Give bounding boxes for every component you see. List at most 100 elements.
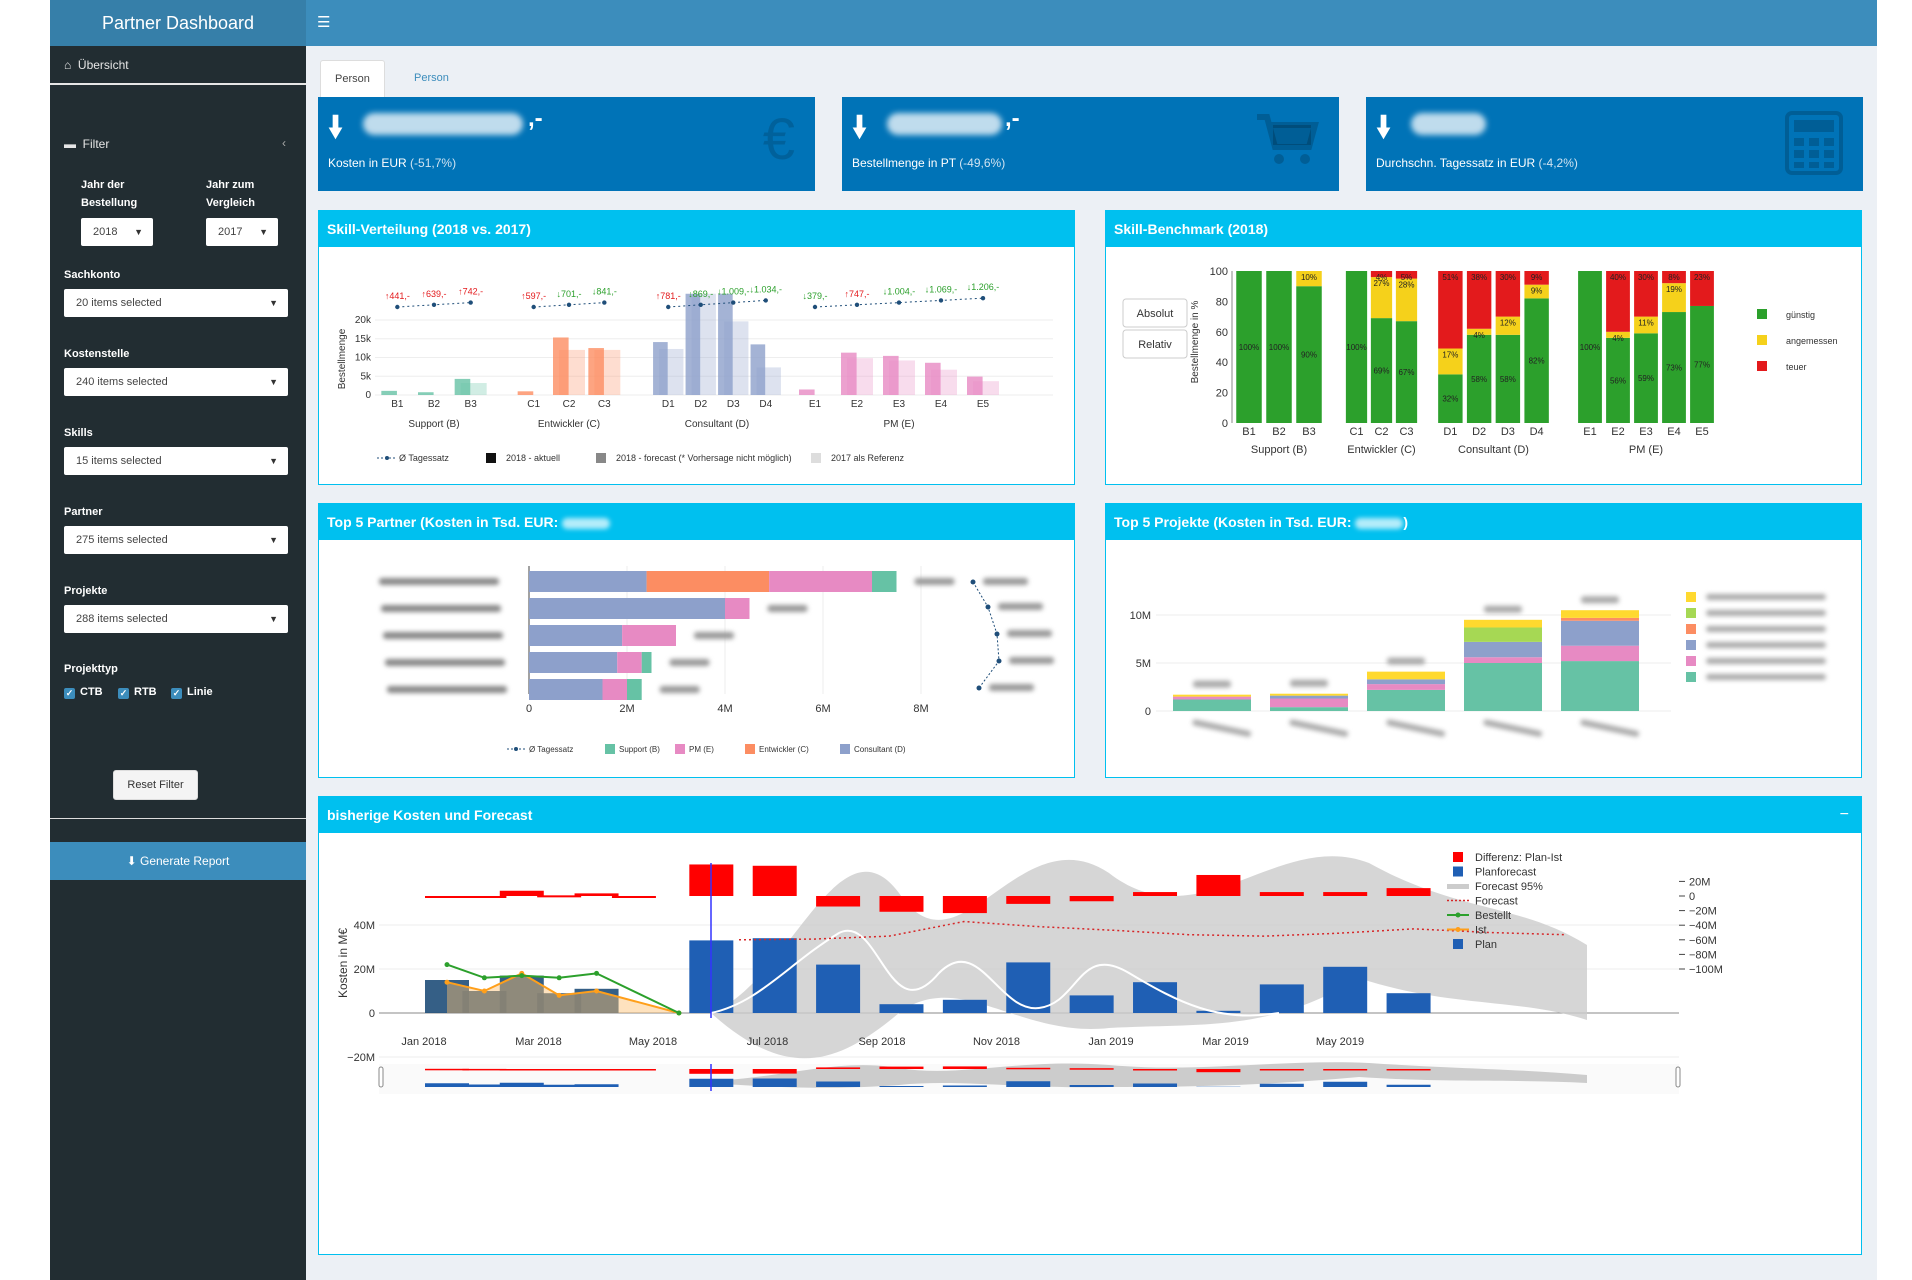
rate-point (566, 302, 572, 307)
legend-swatch (1757, 361, 1767, 371)
bestellt-point (481, 975, 487, 981)
bar-2018 (750, 344, 766, 395)
y-tick-label: 10M (1130, 610, 1151, 622)
y-axis-label: Kosten in M€ (336, 928, 350, 998)
diff-bar (752, 865, 797, 896)
segment-teuer (1495, 271, 1521, 317)
group-label: Support (B) (1251, 444, 1307, 456)
calculator-icon (1785, 111, 1843, 185)
x-tick-label: B2 (1272, 426, 1285, 438)
legend-swatch (1757, 335, 1767, 345)
diff-bar (1006, 896, 1051, 904)
stack-segment (1270, 707, 1348, 711)
arrow-down-icon: 🠛 (852, 111, 868, 144)
segment-label: 100% (1269, 343, 1289, 352)
sidebar-item-filter[interactable]: ▬ Filter (64, 137, 110, 151)
tab-person-1[interactable]: Person 1 (320, 60, 385, 122)
checkbox-linie[interactable]: ✓ Linie (171, 686, 213, 699)
chevron-left-icon[interactable]: ‹ (282, 136, 286, 150)
sachkonto-select[interactable]: 20 items selected ▼ (64, 289, 288, 317)
segment-label: 9% (1531, 273, 1543, 282)
segment-teuer (1690, 271, 1714, 306)
blurred-value (767, 605, 808, 612)
year-select[interactable]: 2018 ▼ (81, 218, 153, 246)
diff-bar (1133, 892, 1178, 896)
x-tick-label: E1 (809, 399, 822, 410)
segment-teuer (1524, 271, 1549, 285)
range-diff-bar (1386, 1069, 1431, 1071)
compare-year-label: Jahr zum Vergleich (206, 179, 255, 209)
blurred-partner-name (379, 578, 499, 585)
tagessatz-point (996, 658, 1002, 664)
segment-guenstig (1606, 337, 1630, 423)
group-label: Entwickler (C) (538, 419, 600, 430)
x-tick-label: B1 (391, 399, 404, 410)
legend-swatch (1686, 624, 1696, 634)
range-plan-bar (1006, 1081, 1051, 1087)
hamburger-icon[interactable]: ☰ (317, 14, 331, 31)
rate-point (468, 300, 473, 305)
tagessatz-point (994, 631, 1000, 637)
range-plan-bar (574, 1084, 619, 1087)
bar-2018 (799, 389, 815, 395)
caret-down-icon: ▼ (134, 227, 143, 237)
blurred-value (1411, 113, 1486, 135)
bar-segment (646, 571, 770, 592)
x-tick-label: D3 (727, 399, 740, 410)
generate-report-button[interactable]: ⬇ Generate Report (50, 842, 306, 880)
y-tick-label-right: −100M (1689, 964, 1723, 976)
x-tick-label: D3 (1501, 426, 1515, 438)
range-plan-bar (425, 1083, 469, 1087)
blurred-value (1581, 596, 1619, 604)
reset-filter-button[interactable]: Reset Filter (113, 770, 198, 800)
legend-swatch (1453, 852, 1463, 862)
sidebar-item-overview[interactable]: ⌂ Übersicht (64, 58, 129, 72)
stack-segment (1561, 620, 1639, 646)
ist-area (447, 973, 679, 1013)
legend-swatch (1453, 866, 1463, 877)
checkbox-rtb[interactable]: ✓ RTB (118, 686, 157, 699)
checkbox-ctb[interactable]: ✓ CTB (64, 686, 103, 699)
rate-point (602, 300, 607, 305)
box-skill-benchmark: Skill-Benchmark (2018) Absolut Relativ Bes… (1105, 210, 1862, 485)
x-tick-label: C3 (598, 399, 611, 410)
compare-year-select[interactable]: 2017 ▼ (206, 218, 278, 246)
cart-icon (1255, 111, 1319, 177)
legend-marker (1455, 912, 1461, 918)
y-axis-label: Bestellmenge (337, 328, 348, 389)
legend-swatch (1686, 672, 1696, 682)
segment-label: 5% (1401, 273, 1413, 282)
skills-select[interactable]: 15 items selected ▼ (64, 447, 288, 475)
rate-label: ↓1.069,- (925, 284, 958, 294)
rate-label: ↓379,- (802, 291, 827, 301)
collapse-icon[interactable]: − (1839, 806, 1849, 823)
range-diff-bar (499, 1069, 544, 1071)
segment-label: 77% (1694, 360, 1710, 369)
bar-segment (529, 679, 603, 700)
y-tick-label: 10k (355, 353, 372, 364)
range-plan-bar (1323, 1081, 1368, 1087)
y-tick-label: 0 (365, 390, 371, 401)
blurred-partner-name (385, 659, 505, 666)
bar-segment (529, 652, 618, 673)
blurred-value (562, 517, 611, 529)
brand-title[interactable]: Partner Dashboard (50, 0, 306, 46)
segment-label: 82% (1529, 357, 1545, 366)
blurred-value (1193, 680, 1231, 688)
projekte-select[interactable]: 288 items selected ▼ (64, 605, 288, 633)
segment-label: 58% (1500, 375, 1516, 384)
partner-label: Partner (64, 506, 103, 518)
rate-label: ↓1.009,- (717, 287, 750, 297)
segment-guenstig (1370, 318, 1393, 423)
legend-swatch (745, 744, 755, 754)
range-plan-bar (942, 1085, 987, 1087)
bestellt-line (446, 963, 680, 1014)
partner-select[interactable]: 275 items selected ▼ (64, 526, 288, 554)
kostenstelle-select[interactable]: 240 items selected ▼ (64, 368, 288, 396)
legend-swatch (486, 453, 496, 463)
diff-bar (425, 896, 469, 898)
rate-label: ↑441,- (385, 291, 410, 301)
plan-bar (879, 1004, 924, 1013)
segment-label: 100% (1580, 343, 1600, 352)
tab-person-2[interactable]: Person 2 (414, 72, 449, 121)
